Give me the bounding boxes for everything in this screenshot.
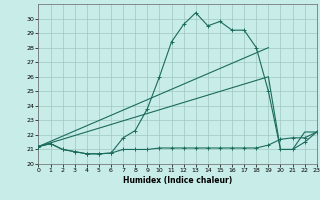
X-axis label: Humidex (Indice chaleur): Humidex (Indice chaleur): [123, 176, 232, 185]
